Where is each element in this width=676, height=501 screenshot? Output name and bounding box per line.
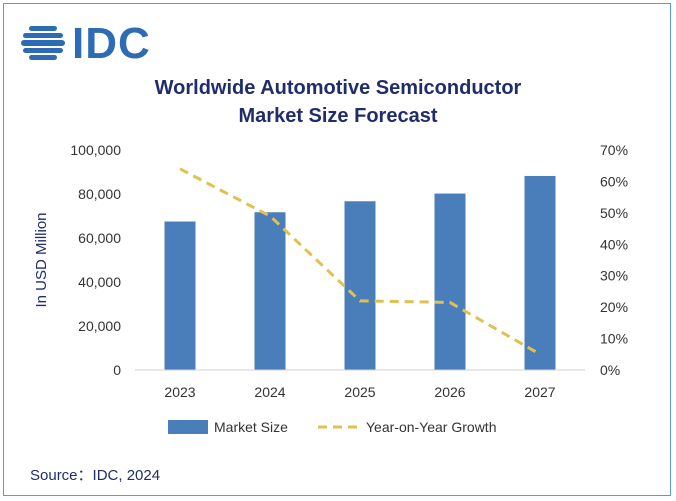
y2-tick-label: 40% xyxy=(600,236,628,252)
legend: Market Size Year-on-Year Growth xyxy=(168,419,496,435)
y-tick-label: 40,000 xyxy=(78,274,121,290)
y-tick-label: 60,000 xyxy=(78,230,121,246)
y2-tick-label: 50% xyxy=(600,205,628,221)
legend-swatch-market-size xyxy=(168,420,208,434)
bar-2027 xyxy=(524,175,556,370)
y2-tick-label: 0% xyxy=(600,362,620,378)
idc-logo: IDC xyxy=(20,22,151,66)
y-tick-label: 100,000 xyxy=(70,142,121,158)
chart-title-line-1: Worldwide Automotive Semiconductor xyxy=(154,77,522,99)
source-note: Source：IDC, 2024 xyxy=(30,467,161,484)
y2-tick-label: 60% xyxy=(600,173,628,189)
x-axis: 2023 2024 2025 2026 2027 xyxy=(164,384,555,400)
y-tick-label: 20,000 xyxy=(78,318,121,334)
y2-tick-label: 20% xyxy=(600,299,628,315)
bar-2026 xyxy=(434,193,466,370)
x-tick-label: 2027 xyxy=(524,384,555,400)
x-tick-label: 2024 xyxy=(254,384,285,400)
chart-title-line-2: Market Size Forecast xyxy=(238,105,438,127)
chart-frame xyxy=(3,3,671,496)
bar-2025 xyxy=(344,201,376,370)
logo-text: IDC xyxy=(72,19,151,68)
x-tick-label: 2026 xyxy=(434,384,465,400)
y2-tick-label: 30% xyxy=(600,268,628,284)
globe-icon xyxy=(21,26,65,60)
y-tick-label: 0 xyxy=(113,362,121,378)
y-axis-right: 0% 10% 20% 30% 40% 50% 60% 70% xyxy=(600,142,628,378)
x-tick-label: 2025 xyxy=(344,384,375,400)
y-axis-left: 0 20,000 40,000 60,000 80,000 100,000 xyxy=(70,142,121,378)
x-tick-label: 2023 xyxy=(164,384,195,400)
legend-label-market-size: Market Size xyxy=(214,419,288,435)
legend-label-growth: Year-on-Year Growth xyxy=(366,419,496,435)
y2-tick-label: 70% xyxy=(600,142,628,158)
y-tick-label: 80,000 xyxy=(78,186,121,202)
bar-2024 xyxy=(254,212,286,370)
y2-tick-label: 10% xyxy=(600,331,628,347)
growth-line xyxy=(179,167,541,356)
bar-series xyxy=(164,175,556,370)
y-axis-label: In USD Million xyxy=(33,212,50,307)
bar-2023 xyxy=(164,221,196,370)
